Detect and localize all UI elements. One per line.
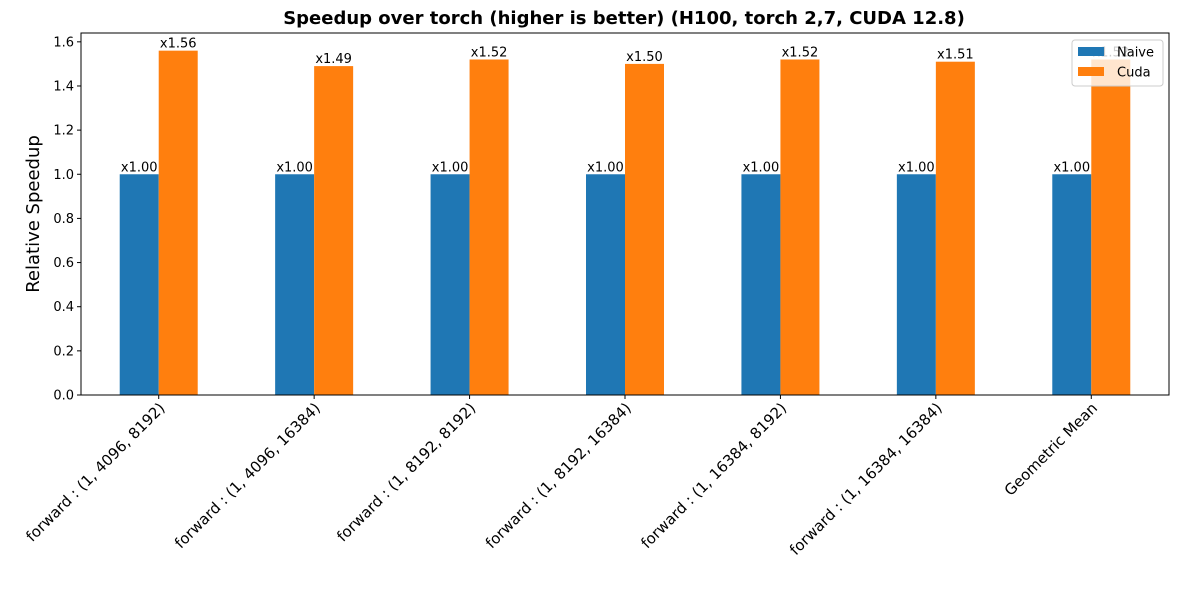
bar-naive-4 [741, 174, 781, 395]
x-tick-label-5: forward : (1, 16384, 16384) [786, 399, 946, 559]
data-label-naive-4: x1.00 [743, 160, 780, 175]
bar-cuda-4 [780, 59, 820, 396]
y-tick-label-2: 0.4 [53, 300, 74, 315]
bar-cuda-0 [158, 50, 198, 395]
y-tick-label-3: 0.6 [53, 256, 74, 271]
y-tick-label-4: 0.8 [53, 212, 74, 227]
bar-cuda-5 [935, 61, 975, 395]
y-tick-label-8: 1.6 [53, 35, 74, 50]
legend-swatch-cuda [1078, 67, 1104, 76]
chart-title: Speedup over torch (higher is better) (H… [283, 8, 965, 29]
x-tick-label-0: forward : (1, 4096, 8192) [22, 399, 168, 545]
data-label-cuda-4: x1.52 [782, 45, 819, 60]
data-label-cuda-5: x1.51 [937, 48, 974, 63]
bar-naive-2 [430, 174, 470, 395]
data-label-naive-5: x1.00 [898, 160, 935, 175]
x-tick-label-2: forward : (1, 8192, 8192) [333, 399, 479, 545]
y-tick-label-6: 1.2 [53, 124, 74, 139]
bar-cuda-2 [469, 59, 509, 396]
y-tick-label-7: 1.4 [53, 79, 74, 94]
bar-naive-0 [119, 174, 159, 395]
data-label-naive-1: x1.00 [276, 160, 313, 175]
x-tick-label-3: forward : (1, 8192, 16384) [482, 399, 635, 552]
bar-naive-1 [275, 174, 315, 395]
bar-cuda-6 [1091, 59, 1131, 396]
bar-cuda-3 [625, 63, 664, 396]
data-label-cuda-3: x1.50 [626, 50, 663, 65]
bar-naive-5 [896, 174, 936, 395]
data-label-naive-0: x1.00 [121, 160, 158, 175]
y-tick-label-5: 1.0 [53, 168, 74, 183]
x-tick-label-6: Geometric Mean [1001, 399, 1101, 499]
legend-label-cuda: Cuda [1117, 66, 1151, 81]
x-tick-label-4: forward : (1, 16384, 8192) [637, 399, 790, 552]
x-tick-label-1: forward : (1, 4096, 16384) [171, 399, 324, 552]
data-label-cuda-1: x1.49 [315, 52, 352, 67]
y-tick-label-1: 0.2 [53, 344, 74, 359]
y-tick-label-0: 0.0 [53, 389, 74, 404]
legend-label-naive: Naive [1117, 46, 1154, 61]
bar-naive-3 [586, 174, 625, 395]
data-label-naive-6: x1.00 [1053, 160, 1090, 175]
data-label-cuda-2: x1.52 [471, 45, 508, 60]
bar-naive-6 [1052, 174, 1092, 395]
bar-cuda-1 [314, 66, 354, 396]
y-axis-label: Relative Speedup [23, 135, 44, 293]
data-label-cuda-0: x1.56 [160, 37, 197, 52]
data-label-naive-2: x1.00 [432, 160, 469, 175]
plot-area: x1.00 x1.00 x1.00 x1.00 x1.00 x1.00 x1.00 x1.56… [22, 32, 1170, 559]
legend-swatch-naive [1078, 47, 1104, 56]
data-label-naive-3: x1.00 [587, 160, 624, 175]
